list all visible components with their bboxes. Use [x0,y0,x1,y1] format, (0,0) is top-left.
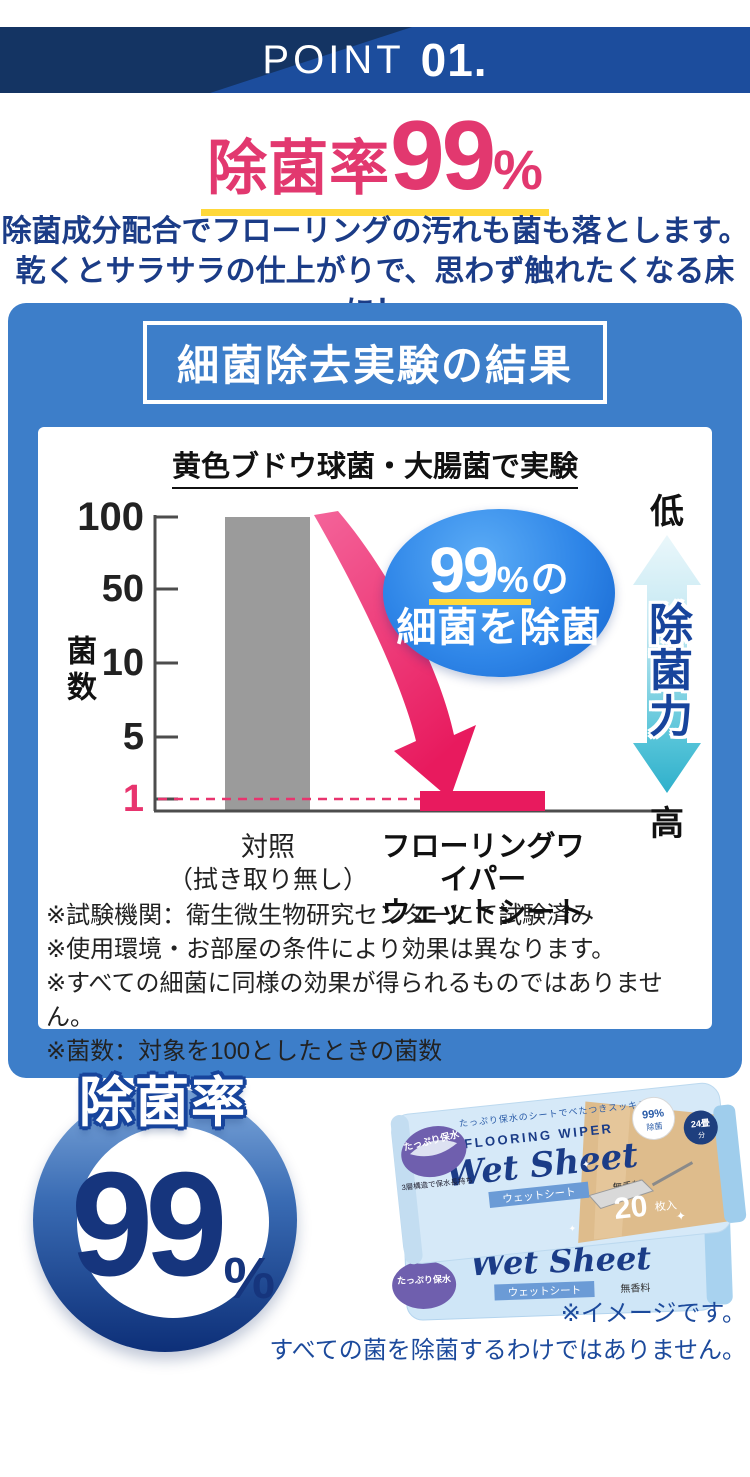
rate-badge-99: 99 [70,1142,228,1307]
banner-point-label: POINT [262,37,405,82]
banner-background [0,27,750,93]
pack-front-tag [488,1181,590,1209]
product-image: ♥ IRIS FLOORING WIPER Wet Sheet ウェットシート … [390,1082,747,1321]
footnote-2: ※使用環境・お部屋の条件により効果は異なります。 [46,936,616,963]
pack-back-tag-text: ウェットシート [508,1284,582,1299]
rate-badge: 99 % 除菌率 [33,1073,297,1352]
image-disclaimer: ※イメージです。 すべての菌を除菌するわけではありません。 [269,1295,746,1369]
wiper-head [588,1179,655,1210]
bacteria-bar-chart: 100 50 10 5 1 菌数 99%の 細菌を除菌 低 除菌力 高 対照 （… [38,489,712,929]
hero-description-line1: 除菌成分配合でフローリングの汚れも菌も落とします。 [1,215,749,248]
decrease-arrow [314,511,476,799]
footnote-4: ※菌数：対象を100としたときの菌数 [46,1038,443,1065]
count-number: 20 [612,1190,649,1226]
pack-back-feature-blob [392,1260,457,1309]
bar-wet-sheet [420,791,545,811]
ytick-1: 1 [122,778,144,820]
chart-heading: 黄色ブドウ球菌・大腸菌で実験 [38,427,712,489]
sparkle-icon: ✦ [568,1223,577,1234]
badge-99-text: 99% [642,1107,665,1121]
wiper-handle [651,1161,694,1187]
category-control-line1: 対照 [241,832,295,862]
bubble-underlined: 99% [429,538,531,605]
ytick-10: 10 [101,642,144,684]
pack-front-flap [713,1104,747,1223]
ytick-50: 50 [101,568,144,610]
disclaimer-line1: ※イメージです。 [560,1300,746,1327]
banner-point-number: 01. [420,34,488,86]
category-wet-sheet: フローリングワイパー ウェットシート [368,831,598,930]
experiment-chart-card: 黄色ブドウ球菌・大腸菌で実験 [38,427,712,1065]
point-banner: POINT 01. [0,27,750,93]
rate-badge-number: 99 % [67,1132,279,1318]
experiment-title: 細菌除去実験の結果 [142,321,607,404]
power-scale-low: 低 [650,493,684,531]
rate-badge-inner [77,1126,269,1318]
category-control-line2: （拭き取り無し） [168,866,369,894]
badge-99-circle [632,1096,676,1140]
category-wet-sheet-line1: フローリングワイパー [381,831,585,896]
sparkle-icon: ✦ [582,1159,591,1171]
badge-24-circle [683,1110,718,1145]
result-bubble: 99%の 細菌を除菌 [383,509,615,677]
count-unit: 枚入 [654,1198,677,1214]
footnotes: ※試験機関：衛生微生物研究センターにて試験済み ※使用環境・お部屋の条件により効… [38,889,712,1069]
hero-headline: 除菌率99% [0,106,750,216]
badge-24-text: 24畳 [690,1118,710,1130]
category-wet-sheet-line2: ウェットシート [381,897,585,929]
footnote-3: ※すべての細菌に同様の効果が得られるものではありません。 [46,970,663,1031]
sparkle-icon: ✦ [675,1209,686,1224]
bubble-percent: % [496,559,529,600]
badge-99-sub: 除菌 [646,1121,663,1133]
power-scale-label: 除菌力 [642,601,691,739]
disclaimer-line2: すべての菌を除菌するわけではありません。 [269,1337,746,1364]
power-scale-arrow [633,535,701,793]
footnote-1: ※試験機関：衛生微生物研究センターにて試験済み [46,902,595,929]
chart-heading-text: 黄色ブドウ球菌・大腸菌で実験 [171,451,578,489]
category-control: 対照 （拭き取り無し） [168,831,368,897]
power-scale-high: 高 [650,805,684,843]
pack-back-fragrance: 無香料 [620,1281,650,1295]
bubble-number: 99 [429,534,498,606]
product-pack-front: たっぷり保水のシートでべたつきスッキリ FLOORING WIPER Wet S… [390,1082,747,1265]
pack-front-crimp [390,1114,423,1265]
rate-badge-percent: % [223,1246,276,1311]
banner-title: POINT 01. [0,27,750,93]
pack-back-feature-text: たっぷり保水 [397,1273,452,1286]
y-axis-label: 菌数 [62,635,95,707]
bar-control [225,517,310,811]
bubble-line1: 99%の [429,538,569,605]
pack-back-tag [494,1281,595,1301]
bubble-line2: 細菌を除菌 [396,606,602,650]
badge-24-sub: 分 [698,1130,706,1140]
ytick-100: 100 [77,495,144,539]
rate-badge-label: 除菌率 [79,1073,247,1133]
experiment-panel: 細菌除去実験の結果 黄色ブドウ球菌・大腸菌で実験 [8,303,742,1078]
bubble-particle: の [530,559,569,601]
feature-sheet-swoosh [409,1140,458,1157]
hero-rate-percent: % [493,138,543,201]
ytick-5: 5 [122,716,144,758]
hero-rate-label: 除菌率 [207,135,391,202]
chart-canvas [153,511,701,813]
hero-headline-underline: 除菌率99% [201,106,549,216]
hero-rate-number: 99 [390,100,496,210]
